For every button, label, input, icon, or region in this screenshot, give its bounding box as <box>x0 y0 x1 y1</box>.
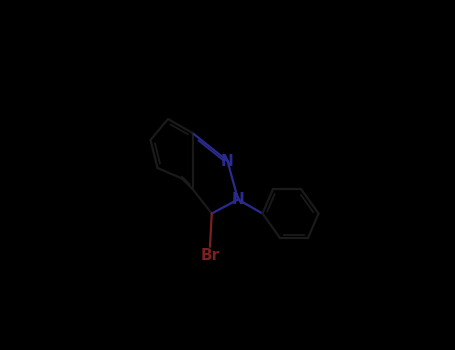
Text: N: N <box>232 192 244 207</box>
Text: Br: Br <box>201 248 220 263</box>
Text: N: N <box>221 154 234 168</box>
